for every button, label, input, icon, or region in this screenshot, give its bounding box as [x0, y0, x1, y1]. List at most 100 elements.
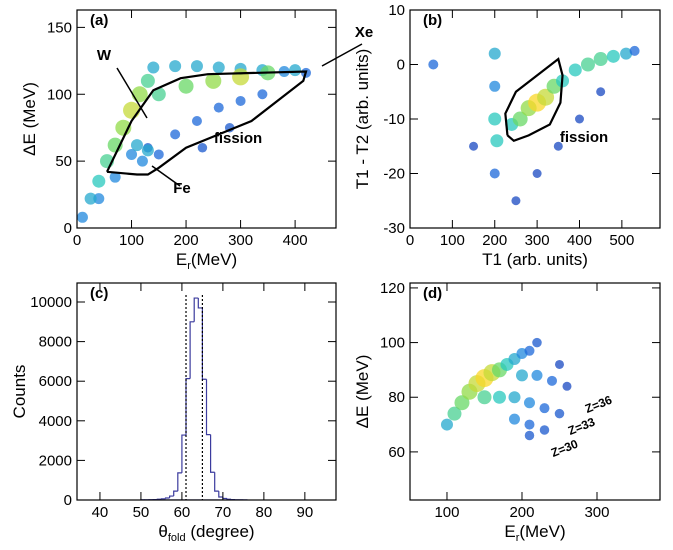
- density-cell: [153, 149, 164, 160]
- annotation: Z=36: [583, 392, 614, 415]
- x-tick-label: 80: [256, 504, 273, 521]
- density-cell: [190, 60, 203, 73]
- x-tick-label: 300: [525, 232, 550, 249]
- plot-area: [428, 45, 640, 206]
- histogram-bin: [173, 490, 178, 497]
- density-cell: [191, 116, 202, 127]
- density-cell: [492, 390, 506, 404]
- density-cell: [523, 397, 535, 409]
- histogram-bin: [205, 379, 211, 436]
- y-tick-label: 0: [64, 220, 72, 237]
- density-cell: [151, 87, 166, 102]
- contour: [504, 57, 564, 143]
- x-tick-label: 400: [567, 232, 592, 249]
- x-tick-label: 200: [509, 504, 534, 521]
- density-cell: [130, 139, 143, 152]
- density-cell: [539, 425, 550, 435]
- x-tick-label: 0: [73, 232, 81, 249]
- density-cell: [488, 112, 502, 126]
- density-cell: [489, 168, 500, 179]
- histogram-bin: [169, 495, 174, 499]
- density-cell: [490, 134, 504, 148]
- contour: [105, 70, 308, 176]
- density-cell: [524, 345, 535, 356]
- annotation: fission: [560, 129, 608, 146]
- y-tick-label: 2000: [39, 452, 72, 469]
- x-axis-title-part: (degree): [186, 522, 255, 541]
- density-cell: [123, 101, 141, 119]
- density-cell: [169, 60, 182, 73]
- density-cell: [512, 111, 528, 127]
- density-cell: [84, 192, 97, 205]
- histogram-bin: [218, 491, 223, 498]
- x-axis-title-part: E: [176, 250, 187, 269]
- density-cell: [574, 114, 584, 124]
- annotation: fission: [214, 130, 262, 147]
- density-cell: [109, 171, 121, 183]
- density-cell: [532, 169, 542, 178]
- plot-area: [440, 337, 572, 441]
- panel: 0 100 200 300 400 500 -30 -20 -10 0 10 T1 (arb. uni…: [353, 2, 661, 269]
- y-tick-label: 8000: [39, 334, 72, 351]
- x-axis-title: Er(MeV): [176, 250, 237, 272]
- density-cell: [515, 369, 528, 382]
- x-axis-title-part: (MeV): [519, 522, 565, 541]
- y-tick-label: 4000: [39, 413, 72, 430]
- density-cell: [511, 196, 521, 206]
- density-cell: [524, 419, 535, 430]
- density-cell: [568, 63, 582, 77]
- density-cell: [141, 144, 154, 157]
- frame: [76, 282, 337, 501]
- y-tick-label: 100: [47, 86, 72, 103]
- density-cell: [454, 395, 470, 411]
- y-axis-title: T1 - T2 (arb. units): [353, 49, 372, 189]
- x-axis-title: Er(MeV): [504, 522, 565, 544]
- x-tick-label: 40: [92, 504, 109, 521]
- density-cell: [126, 148, 138, 160]
- x-tick-label: 200: [482, 232, 507, 249]
- density-cell: [508, 391, 521, 404]
- panel: 0 100 200 300 400 0 50 100 150 Er(MeV) ΔE (MeV) (a)…: [20, 9, 373, 272]
- density-cell: [620, 47, 633, 60]
- density-cell: [428, 59, 439, 70]
- density-cell: [469, 141, 479, 151]
- density-cell: [140, 73, 155, 88]
- density-cell: [447, 406, 462, 421]
- annotation: Z=33: [566, 414, 597, 437]
- density-cell: [136, 155, 148, 167]
- histogram-bin: [226, 498, 232, 500]
- density-cell: [488, 47, 501, 60]
- density-cell: [562, 381, 572, 391]
- panel: 100 200 300 60 80 100 120 Er(MeV) ΔE (MeV) (d) Z=3…: [353, 280, 661, 544]
- y-tick-label: 80: [388, 389, 405, 406]
- x-tick-label: 400: [283, 232, 308, 249]
- histogram-bin: [177, 472, 182, 492]
- x-axis-title-part: E: [504, 522, 515, 541]
- density-cell: [170, 129, 181, 140]
- y-axis-title: Counts: [10, 365, 29, 419]
- density-cell: [205, 72, 222, 89]
- x-tick-label: 300: [584, 504, 609, 521]
- panel-label: (c): [90, 285, 108, 302]
- y-tick-label: 50: [55, 153, 72, 170]
- density-cell: [537, 88, 555, 106]
- frame: [409, 282, 661, 501]
- density-cell: [77, 211, 88, 223]
- x-axis-title-part: θ: [158, 522, 167, 541]
- x-tick-label: 300: [228, 232, 253, 249]
- density-cell: [212, 61, 225, 74]
- pointer: [116, 67, 148, 119]
- frame: [76, 9, 337, 229]
- x-tick-label: 200: [174, 232, 199, 249]
- x-tick-label: 60: [174, 504, 191, 521]
- x-axis-title: θfold (degree): [158, 522, 254, 544]
- histogram-bin: [193, 297, 199, 322]
- y-tick-label: 150: [47, 19, 72, 36]
- panel-label: (d): [423, 285, 442, 302]
- y-axis-title: ΔE (MeV): [20, 82, 39, 156]
- plot-area: [77, 60, 312, 223]
- x-axis-title-part: T1 (arb. units): [482, 250, 588, 269]
- x-axis-title-part: (MeV): [191, 250, 237, 269]
- histogram-bin: [185, 378, 191, 436]
